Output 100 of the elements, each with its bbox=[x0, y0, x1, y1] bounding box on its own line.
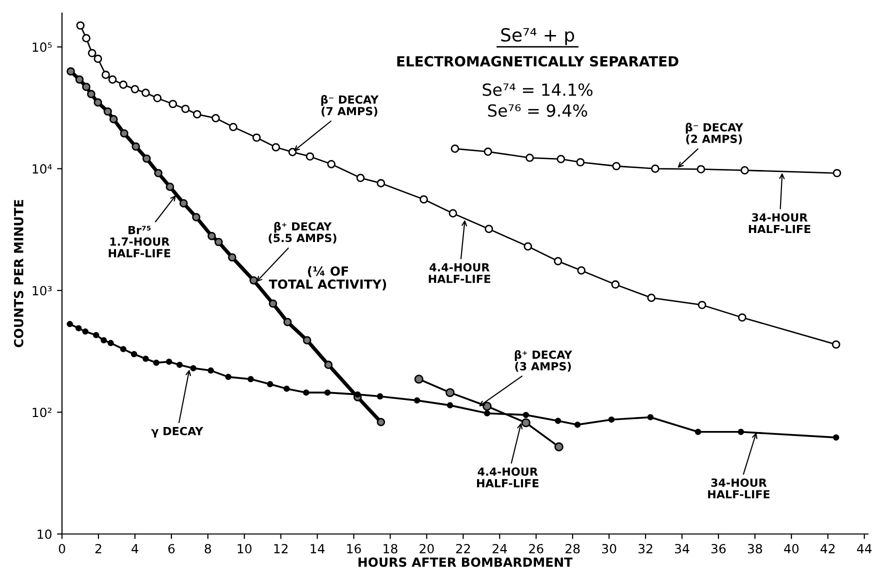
point bbox=[268, 299, 278, 308]
annotation: Se⁷⁴ = 14.1% bbox=[482, 83, 592, 96]
point bbox=[484, 148, 492, 156]
point bbox=[283, 318, 292, 326]
point bbox=[94, 98, 102, 107]
point bbox=[554, 257, 562, 266]
point bbox=[166, 182, 174, 191]
x-tick-label: 20 bbox=[420, 544, 434, 554]
y-tick-label: 10⁵ bbox=[32, 42, 52, 52]
point bbox=[696, 165, 706, 174]
x-tick-label: 12 bbox=[274, 544, 288, 554]
point bbox=[272, 143, 280, 152]
point bbox=[212, 114, 220, 122]
point bbox=[284, 386, 290, 392]
point bbox=[82, 34, 90, 42]
point bbox=[66, 320, 73, 328]
x-tick-label: 38 bbox=[748, 544, 762, 554]
point bbox=[574, 422, 581, 428]
point bbox=[132, 142, 140, 151]
point bbox=[376, 393, 384, 400]
x-tick-label: 4 bbox=[132, 544, 138, 554]
x-tick-label: 6 bbox=[168, 544, 175, 554]
point bbox=[100, 337, 107, 344]
x-tick-label: 42 bbox=[820, 544, 835, 554]
point bbox=[75, 325, 82, 332]
point bbox=[554, 442, 564, 452]
point bbox=[832, 340, 840, 349]
point bbox=[611, 280, 620, 289]
point bbox=[208, 232, 216, 240]
point bbox=[142, 88, 150, 97]
point bbox=[166, 358, 172, 365]
point bbox=[104, 107, 112, 116]
annotation: β⁺ DECAY (3 AMPS) bbox=[514, 350, 572, 372]
point bbox=[698, 300, 706, 310]
y-tick-label: 10² bbox=[32, 408, 52, 418]
annotation: β⁺ DECAY (5.5 AMPS) bbox=[268, 222, 336, 244]
point bbox=[154, 168, 162, 178]
point bbox=[448, 209, 458, 218]
annotation: Se⁷⁶ = 9.4% bbox=[488, 104, 588, 117]
point bbox=[647, 294, 656, 302]
point bbox=[94, 54, 102, 63]
point bbox=[324, 360, 333, 370]
point bbox=[608, 416, 615, 423]
point bbox=[450, 144, 460, 153]
point bbox=[190, 365, 196, 372]
point bbox=[376, 418, 386, 426]
x-tick-label: 2 bbox=[95, 544, 102, 554]
point bbox=[108, 75, 117, 84]
point bbox=[612, 162, 621, 170]
point bbox=[647, 414, 654, 420]
annotation: Br⁷⁵ 1.7-HOUR HALF-LIFE bbox=[108, 226, 170, 258]
y-axis-title: COUNTS PER MINUTE bbox=[14, 200, 24, 348]
point bbox=[208, 367, 214, 374]
x-tick-label: 34 bbox=[675, 544, 690, 554]
point bbox=[108, 340, 114, 346]
y-tick-label: 10³ bbox=[32, 286, 52, 296]
annotation: 4.4-HOUR HALF-LIFE bbox=[477, 467, 538, 488]
annotation: 34-HOUR HALF-LIFE bbox=[708, 478, 770, 498]
point bbox=[248, 376, 254, 382]
text: ELECTROMAGNETICALLY SEPARATED bbox=[397, 56, 678, 67]
point bbox=[522, 412, 530, 418]
point bbox=[526, 154, 534, 162]
annotation: 4.4-HOUR HALF-LIFE bbox=[428, 263, 490, 283]
point bbox=[376, 179, 386, 188]
point bbox=[75, 75, 84, 84]
point bbox=[130, 85, 140, 94]
point bbox=[82, 328, 88, 335]
point bbox=[446, 402, 454, 408]
x-axis-title: HOURS AFTER BOMBARDMENT bbox=[358, 557, 573, 567]
x-tick-label: 18 bbox=[384, 544, 398, 554]
point bbox=[92, 332, 100, 338]
x-tick-label: 32 bbox=[638, 544, 652, 554]
text: Se⁷⁴ + p bbox=[501, 28, 574, 46]
point bbox=[228, 253, 236, 262]
x-tick-label: 24 bbox=[492, 544, 507, 554]
point bbox=[252, 133, 261, 142]
point bbox=[120, 346, 126, 352]
point bbox=[651, 164, 660, 173]
point bbox=[192, 110, 202, 118]
point bbox=[521, 418, 530, 428]
point bbox=[87, 90, 96, 98]
x-tick-label: 30 bbox=[602, 544, 616, 554]
point bbox=[554, 418, 562, 424]
point bbox=[66, 67, 75, 76]
point bbox=[482, 402, 492, 411]
annotation: β⁻ DECAY (7 AMPS) bbox=[321, 94, 379, 117]
point bbox=[179, 199, 188, 208]
point bbox=[109, 115, 118, 124]
point bbox=[153, 94, 162, 102]
point bbox=[327, 160, 336, 168]
point bbox=[832, 168, 842, 178]
point bbox=[420, 195, 428, 204]
x-tick-label: 40 bbox=[784, 544, 799, 554]
x-tick-label: 14 bbox=[310, 544, 325, 554]
point bbox=[484, 224, 494, 234]
point bbox=[740, 166, 749, 174]
x-tick-label: 28 bbox=[566, 544, 580, 554]
x-tick-label: 16 bbox=[347, 544, 361, 554]
point bbox=[484, 410, 490, 416]
x-tick-label: 36 bbox=[711, 544, 726, 554]
